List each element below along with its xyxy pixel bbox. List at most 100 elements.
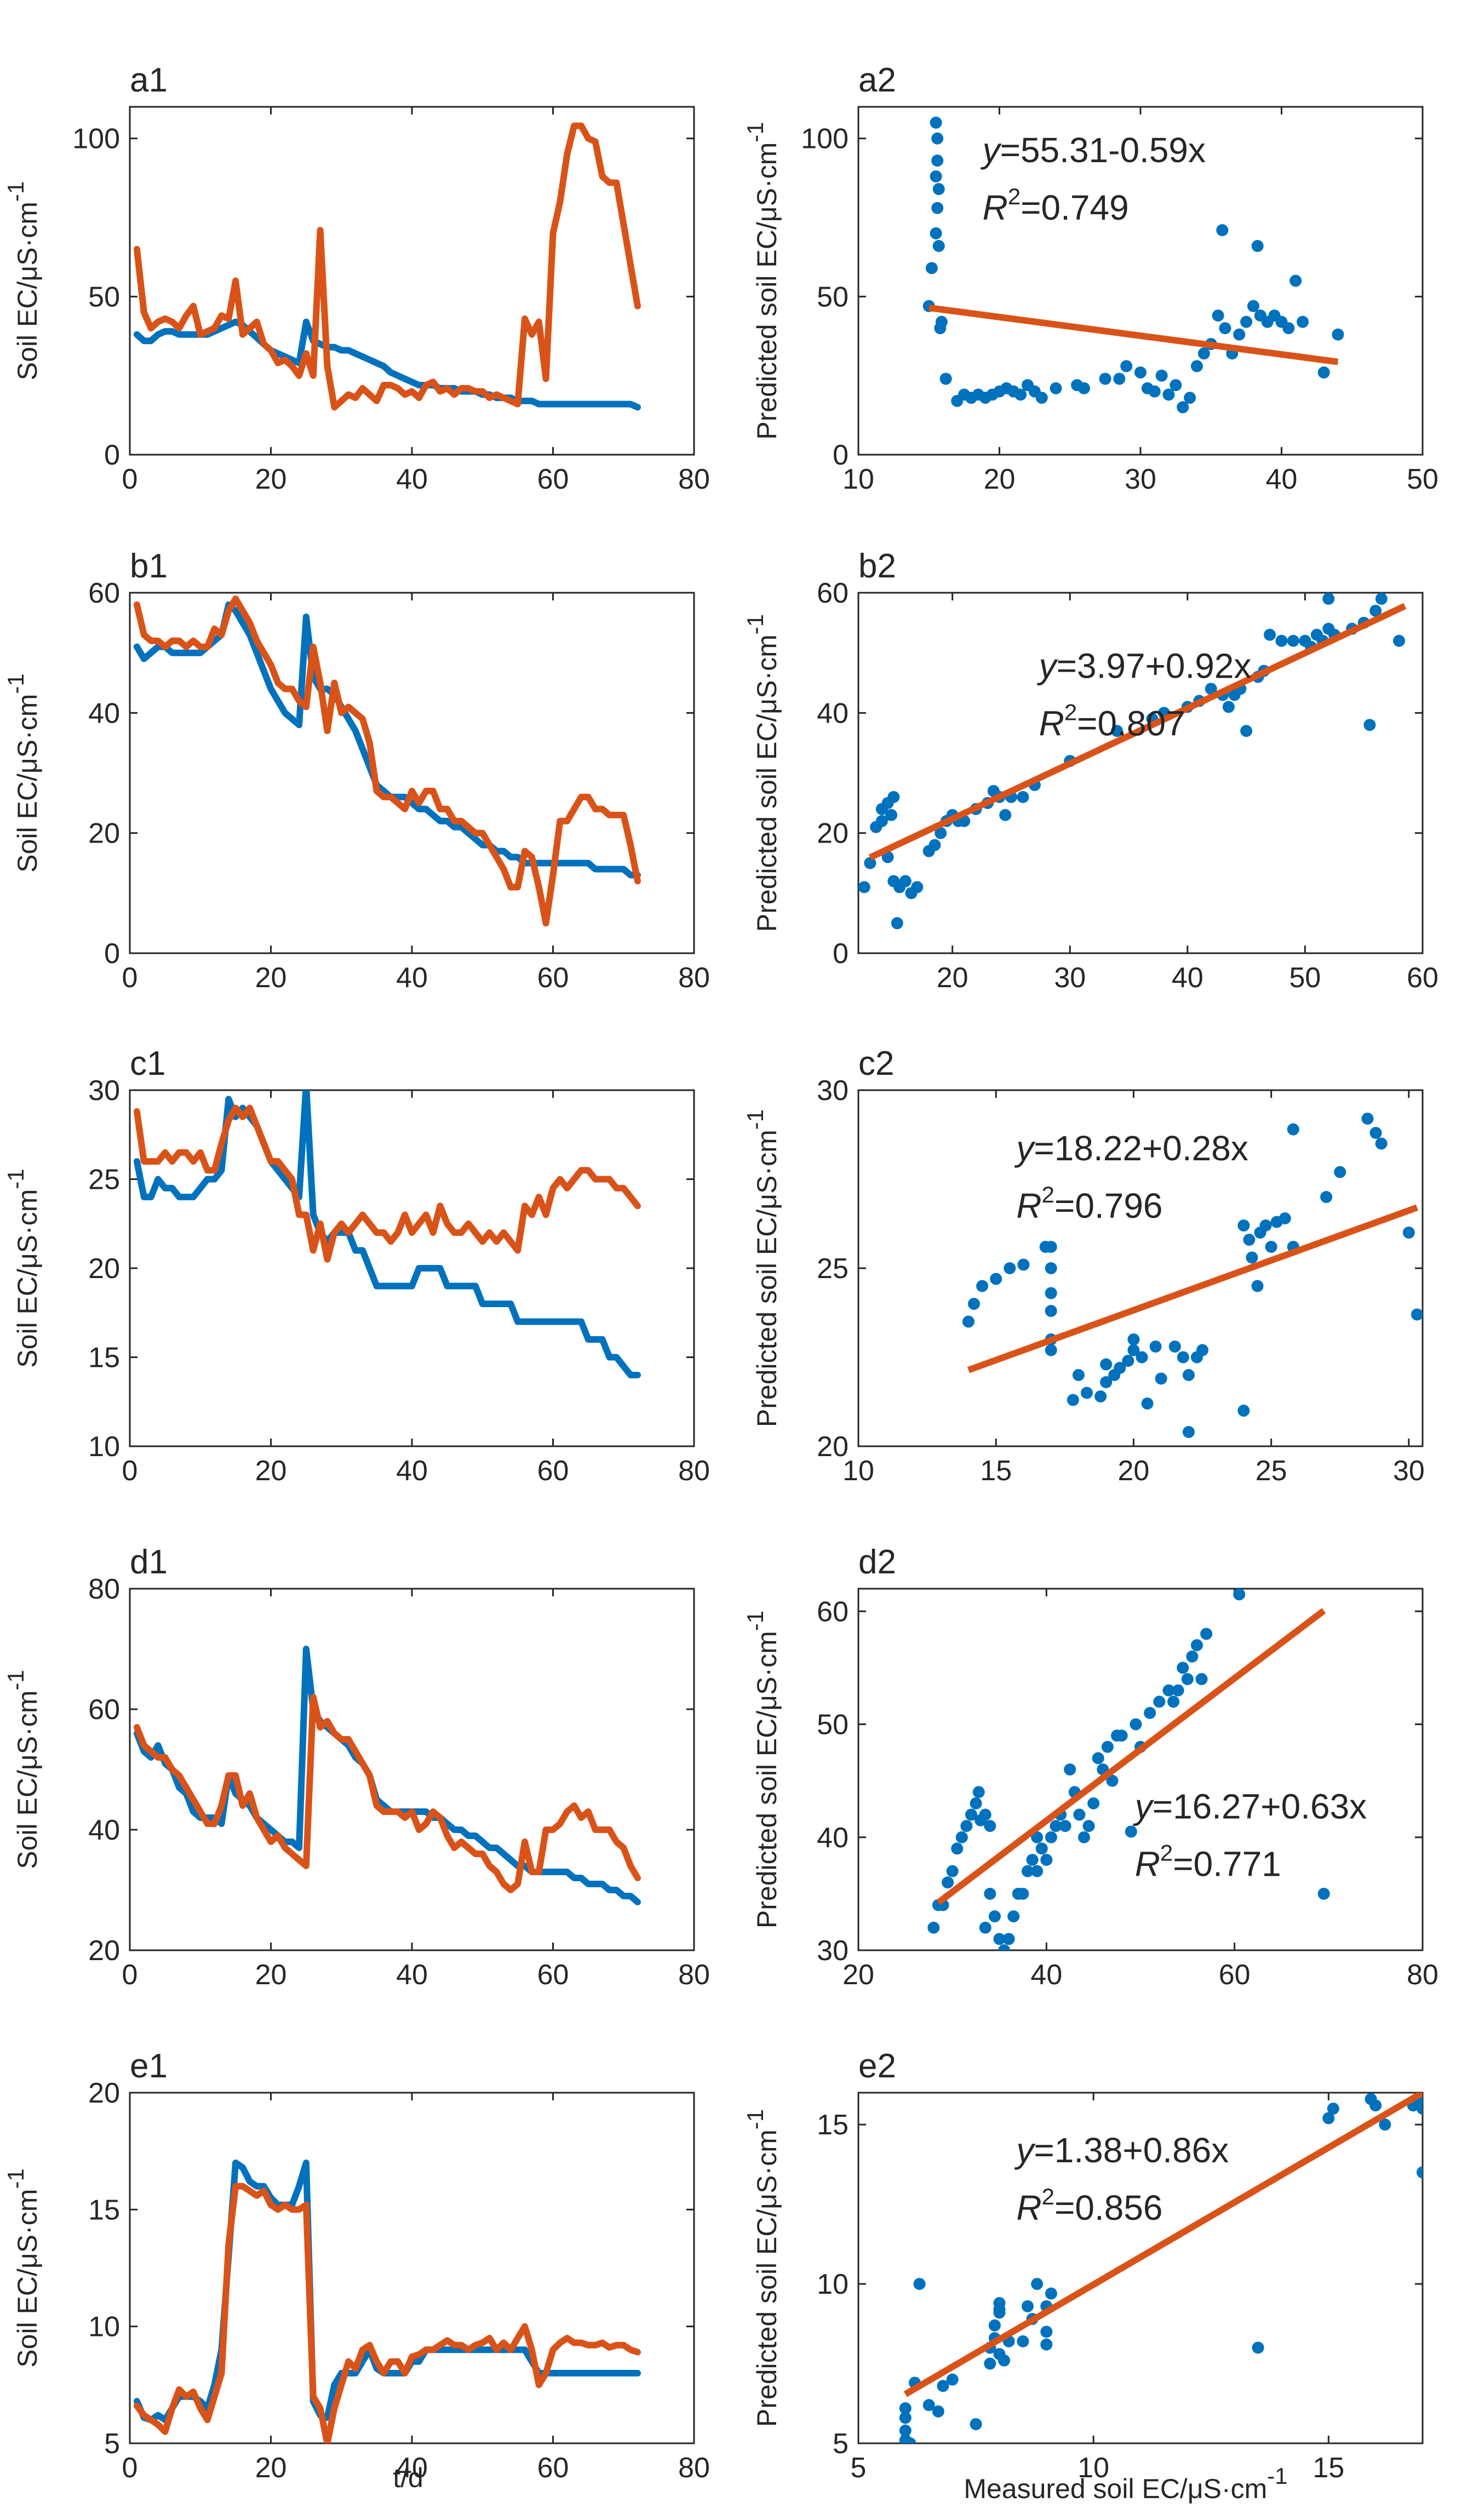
panel-b2: b2 20 30 40 50 60 0 20 40 60 Predicted soil EC/μS·… [742,547,1438,994]
scatter-point-a2 [1282,322,1295,335]
r-squared-e2: R2=0.856 [1016,2184,1162,2227]
xtick-label-b2: 30 [1054,962,1086,994]
scatter-point-d2 [1125,1825,1137,1838]
scatter-point-c2 [1094,1390,1107,1402]
scatter-point-c2 [1141,1398,1154,1410]
scatter-point-b2 [1240,725,1253,737]
panel-c1: c1 0 20 40 60 80 10 15 20 25 30 Soil EC/μS·cm-1 [3,1045,710,1487]
scatter-point-c2 [1182,1369,1195,1381]
scatter-point-a2 [1191,360,1203,373]
panel-label-e2: e2 [858,2047,896,2085]
xtick-label-c1: 60 [537,1455,569,1487]
xtick-label-b2: 60 [1407,962,1438,994]
scatter-point-d2 [1031,1865,1044,1877]
ytick-label-c1: 10 [88,1431,120,1463]
panel-label-b2: b2 [858,547,896,585]
scatter-point-c2 [1136,1351,1148,1364]
panel-d2: d2 20 40 60 80 30 40 50 60 Predicted soil EC/μS·c… [742,1543,1438,1991]
scatter-point-a2 [1332,328,1344,341]
xtick-label-c2: 10 [842,1455,874,1487]
r-squared-b2: R2=0.807 [1039,699,1185,743]
xtick-label-b1: 40 [396,962,428,994]
fit-line-c2 [967,1204,1418,1373]
bottom-left-xlabel: t/d [393,2462,423,2493]
scatter-point-d2 [1200,1628,1213,1640]
scatter-point-a2 [1184,392,1196,404]
y-axis-label-text-e2: Predicted soil EC/μS·cm [752,2129,782,2427]
scatter-point-d2 [1191,1639,1203,1652]
scatter-point-c2 [1155,1372,1167,1385]
scatter-point-a2 [1148,385,1161,398]
scatter-point-d2 [979,1808,991,1821]
y-axis-label-c1: Soil EC/μS·cm-1 [3,1169,43,1367]
y-axis-label-a2: Predicted soil EC/μS·cm-1 [742,122,782,439]
scatter-point-e2 [937,2380,949,2392]
xtick-label-a2: 10 [842,463,874,495]
fit-equation-c2: y=18.22+0.28x [1014,1129,1248,1168]
y-axis-label-sup-b2: -1 [742,614,768,634]
predicted-series-line-c1 [133,1104,641,1263]
measured-series-line-a1 [133,318,641,411]
scatter-point-a2 [1099,373,1111,385]
y-axis-label-sup-e2: -1 [742,2109,768,2129]
y-axis-label-sup-e1: -1 [3,2168,28,2189]
ytick-label-c2: 30 [817,1075,849,1107]
scatter-point-a2 [925,262,938,274]
xtick-label-d2: 80 [1407,1959,1438,1991]
y-axis-label-sup-b1: -1 [3,673,28,694]
scatter-point-a2 [932,240,945,252]
scatter-point-d2 [1059,1820,1071,1832]
scatter-point-e2 [1379,2118,1391,2131]
scatter-point-c2 [1100,1376,1113,1388]
ytick-label-d1: 40 [88,1814,120,1846]
scatter-point-a2 [1289,274,1302,287]
panel-label-b1: b1 [130,547,168,585]
scatter-point-e2 [998,2354,1011,2367]
scatter-point-c2 [1334,1166,1346,1178]
xtick-label-d1: 20 [255,1959,287,1991]
scatter-point-c2 [1127,1344,1140,1356]
y-axis-label-text-d1: Soil EC/μS·cm [12,1691,43,1869]
scatter-point-e2 [932,2405,944,2418]
scatter-point-c2 [1045,1241,1057,1253]
xtick-label-e2: 5 [851,2452,867,2484]
scatter-point-c2 [1045,1262,1057,1274]
plot-frame-e2 [857,2092,1424,2444]
ytick-label-a2: 0 [833,439,849,471]
scatter-point-b2 [928,839,941,851]
panel-label-e1: e1 [130,2047,168,2085]
scatter-point-a2 [1219,322,1231,335]
ytick-label-b1: 40 [88,697,120,729]
y-axis-label-b2: Predicted soil EC/μS·cm-1 [742,614,782,932]
scatter-point-c2 [1237,1405,1250,1417]
panel-e2: e2 5 10 15 5 10 15 Predicted soil EC/μS·cm-1 y=1… [742,2047,1424,2484]
panel-label-c1: c1 [130,1045,165,1083]
panel-label-a2: a2 [858,61,896,99]
y-axis-label-text-a1: Soil EC/μS·cm [12,202,43,380]
ytick-label-b2: 40 [817,697,849,729]
y-axis-label-text-a2: Predicted soil EC/μS·cm [752,142,782,440]
fit-equation-e2: y=1.38+0.86x [1014,2130,1229,2170]
scatter-point-d2 [998,1944,1011,1950]
xtick-label-c2: 15 [980,1455,1012,1487]
scatter-point-d2 [972,1786,985,1799]
xtick-label-e1: 60 [537,2452,569,2484]
scatter-point-d2 [951,1842,964,1855]
scatter-point-c2 [1246,1251,1258,1264]
xtick-label-e2: 15 [1312,2452,1344,2484]
scatter-point-a2 [1050,382,1062,394]
ytick-label-c2: 20 [817,1431,849,1463]
panel-label-c2: c2 [858,1045,894,1083]
scatter-point-e2 [899,2402,912,2414]
scatter-point-a2 [1216,224,1229,237]
ytick-label-b1: 60 [88,577,120,609]
scatter-point-b2 [1322,593,1335,605]
xtick-label-d2: 60 [1219,1959,1251,1991]
scatter-point-c2 [1127,1333,1140,1345]
scatter-point-b2 [1111,725,1123,737]
scatter-point-d2 [1177,1662,1189,1674]
xtick-label-a1: 0 [122,463,138,495]
xtick-label-c1: 40 [396,1455,428,1487]
scatter-point-c2 [1279,1212,1291,1224]
